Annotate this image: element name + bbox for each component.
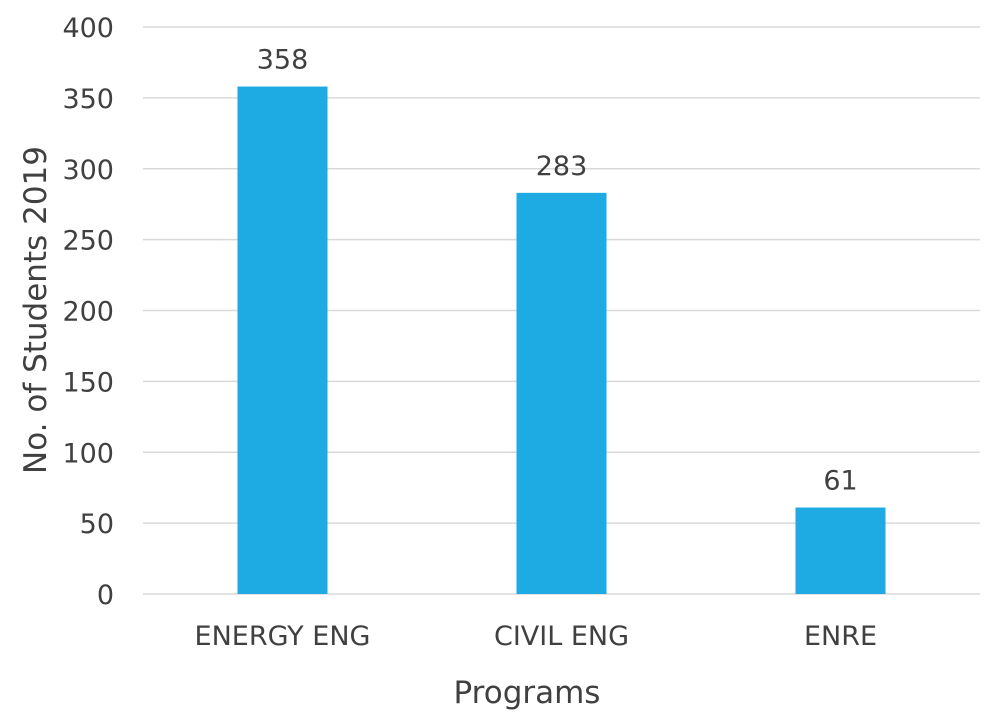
y-tick-label: 300 xyxy=(62,155,114,186)
y-tick-label: 100 xyxy=(62,438,114,469)
data-labels: 358 283 61 xyxy=(257,45,858,497)
y-tick-label: 250 xyxy=(62,226,114,257)
y-tick-label: 200 xyxy=(62,297,114,328)
x-axis-ticks: ENERGY ENG CIVIL ENG ENRE xyxy=(195,621,878,652)
bar-value-label: 358 xyxy=(257,45,309,76)
bar xyxy=(795,507,886,594)
x-tick-label: ENERGY ENG xyxy=(195,621,371,652)
y-axis-ticks: 0 50 100 150 200 250 300 350 400 xyxy=(62,13,114,611)
bar xyxy=(516,192,607,594)
y-tick-label: 50 xyxy=(80,509,114,540)
y-tick-label: 400 xyxy=(62,13,114,44)
y-axis-title: No. of Students 2019 xyxy=(18,146,54,474)
bar xyxy=(237,86,328,594)
y-tick-label: 150 xyxy=(62,367,114,398)
bar-value-label: 283 xyxy=(536,151,588,182)
bars xyxy=(237,86,886,594)
bar-value-label: 61 xyxy=(823,466,857,497)
x-axis-title: Programs xyxy=(454,675,601,711)
y-tick-label: 0 xyxy=(97,580,114,611)
x-tick-label: CIVIL ENG xyxy=(494,621,629,652)
x-tick-label: ENRE xyxy=(804,621,877,652)
y-tick-label: 350 xyxy=(62,84,114,115)
